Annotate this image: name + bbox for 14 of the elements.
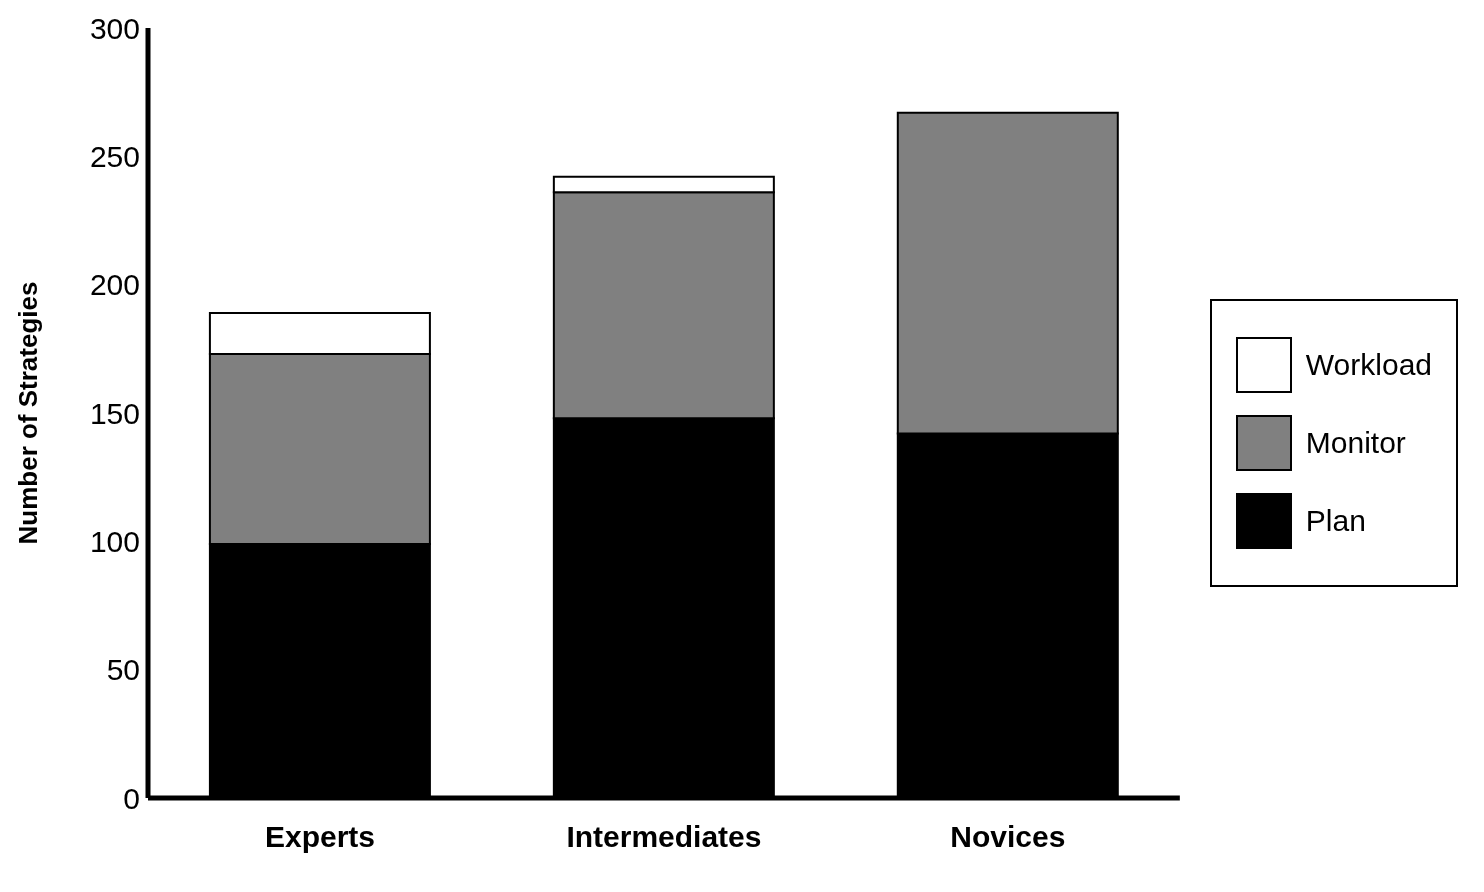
x-tick-label: Novices xyxy=(950,820,1066,854)
legend-label: Monitor xyxy=(1305,426,1406,460)
y-axis-title: Number of Strategies xyxy=(13,281,44,545)
y-tick-label: 0 xyxy=(123,781,140,815)
y-tick-label: 200 xyxy=(89,268,140,302)
y-tick-label: 150 xyxy=(89,396,140,430)
y-tick-label: 300 xyxy=(89,11,140,45)
y-tick-label: 100 xyxy=(89,524,140,558)
x-tick-label: Experts xyxy=(264,820,375,854)
y-tick-label: 50 xyxy=(106,653,140,687)
x-tick-label: Intermediates xyxy=(566,820,762,854)
legend-label: Plan xyxy=(1305,504,1366,538)
y-tick-label: 250 xyxy=(89,139,140,173)
legend-label: Workload xyxy=(1305,348,1432,382)
